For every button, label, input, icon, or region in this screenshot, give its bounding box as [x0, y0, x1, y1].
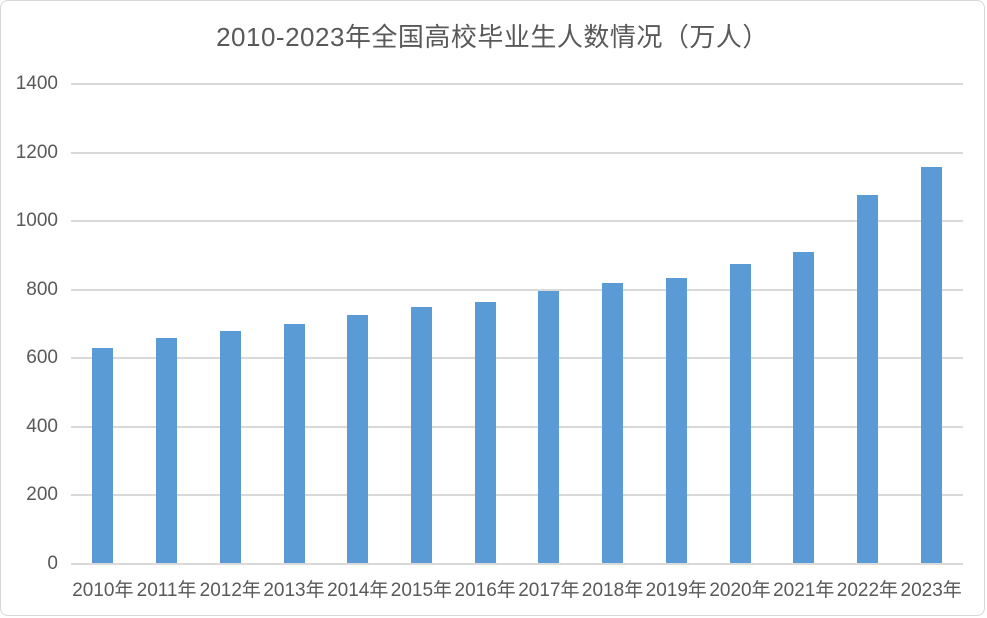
bar-2021	[793, 252, 815, 564]
x-axis-tick-label: 2015年	[390, 580, 453, 601]
y-axis-tick-label: 1400	[15, 73, 58, 94]
gridline-1200	[71, 151, 963, 154]
gridline-200	[71, 494, 963, 497]
gridline-400	[71, 425, 963, 428]
x-axis-tick-label: 2014年	[327, 580, 389, 601]
bar-2022	[856, 195, 878, 564]
bar-2020	[729, 264, 751, 564]
bar-2010	[92, 347, 114, 564]
bar-2019	[665, 278, 687, 564]
bar-2013	[283, 324, 305, 564]
x-axis-tick-label: 2011年	[136, 580, 197, 601]
bar-2018	[602, 282, 624, 564]
bar-2016	[474, 301, 496, 564]
x-axis-tick-label: 2013年	[263, 580, 325, 601]
y-axis-tick-label: 800	[26, 278, 58, 300]
x-axis-tick-label: 2018年	[581, 580, 644, 601]
bar-2014	[347, 314, 369, 564]
gridline-1000	[71, 220, 963, 223]
x-axis-tick-label: 2023年	[900, 580, 962, 601]
x-axis-tick-label: 2016年	[454, 580, 516, 601]
x-axis-line	[71, 563, 963, 565]
bar-2023	[920, 166, 942, 564]
x-axis-tick-label: 2012年	[199, 580, 261, 601]
x-axis-tick-label: 2017年	[518, 580, 580, 601]
x-axis-tick-label: 2022年	[836, 580, 899, 601]
x-axis-tick-label: 2010年	[72, 580, 134, 601]
chart-title: 2010-2023年全国高校毕业生人数情况（万人）	[216, 22, 769, 52]
bar-2017	[538, 291, 560, 564]
plot-area	[71, 83, 963, 565]
bar-2015	[410, 307, 432, 564]
y-axis-tick-label: 200	[26, 484, 58, 506]
bar-2012	[219, 330, 241, 564]
y-axis-tick-label: 1000	[15, 210, 58, 232]
x-axis-tick-label: 2019年	[645, 580, 707, 601]
y-axis-tick-label: 1200	[15, 141, 58, 163]
y-axis-tick-label: 0	[47, 553, 58, 574]
gridline-600	[71, 357, 963, 360]
x-axis-tick-label: 2021年	[773, 580, 835, 601]
x-axis-tick-label: 2020年	[709, 580, 771, 601]
gridline-1400	[71, 83, 963, 85]
gridline-800	[71, 288, 963, 291]
y-axis-tick-label: 400	[26, 415, 58, 437]
bar-2011	[156, 337, 178, 564]
y-axis-tick-label: 600	[26, 347, 58, 369]
